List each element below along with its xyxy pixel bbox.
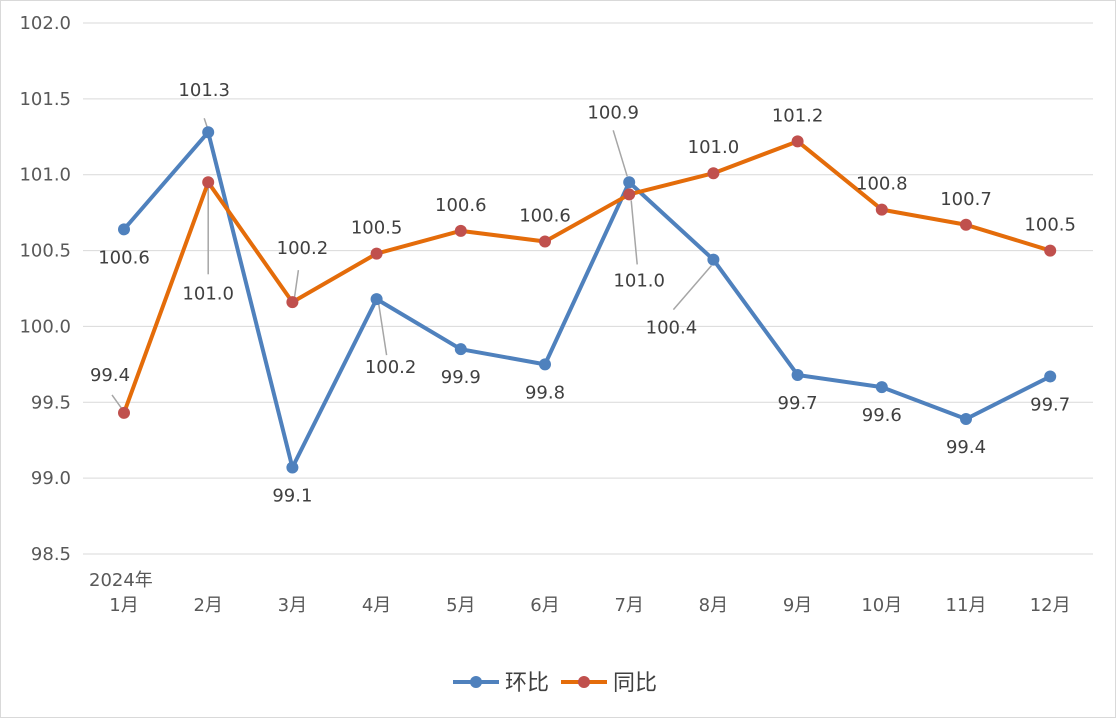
data-label: 101.0 [613, 270, 665, 291]
x-tick-label: 8月 [699, 595, 728, 616]
legend: 环比 同比 [453, 671, 657, 696]
x-tick-label: 10月 [861, 595, 902, 616]
data-point [454, 224, 467, 237]
data-point [539, 358, 551, 371]
data-point [875, 203, 888, 216]
data-point [1044, 244, 1057, 257]
y-tick-label: 98.5 [31, 544, 71, 565]
data-label: 99.4 [90, 365, 130, 386]
y-tick-label: 100.5 [19, 241, 71, 262]
data-point [286, 461, 299, 474]
data-label: 100.7 [940, 189, 992, 210]
label-leader-line [672, 265, 712, 311]
data-label: 99.1 [272, 486, 312, 507]
data-point [370, 247, 383, 260]
label-leader-line [630, 200, 638, 265]
x-tick-label: 11月 [946, 595, 987, 616]
x-tick-label: 2月 [193, 595, 222, 616]
label-leader-line [111, 394, 123, 410]
series-lines [122, 130, 1052, 470]
data-point [623, 188, 636, 201]
data-label: 99.4 [946, 437, 986, 458]
label-leader-line [377, 303, 388, 356]
x-tick-label: 4月 [362, 595, 391, 616]
data-point [707, 167, 720, 180]
x-tick-label: 1月 [109, 595, 138, 616]
series-markers [118, 126, 1057, 474]
y-tick-label: 101.5 [19, 89, 71, 110]
x-tick-label: 3月 [278, 595, 307, 616]
data-point [960, 412, 972, 425]
data-point [202, 176, 215, 189]
data-labels: 100.6 101.3 99.1 100.2 99.9 99.8 100.9 100.4 99.… [90, 80, 1076, 506]
data-point [370, 293, 383, 306]
data-label: 100.5 [351, 218, 403, 239]
data-point [707, 253, 720, 266]
x-tick-label: 6月 [530, 595, 559, 616]
gridlines [83, 22, 1093, 555]
data-label: 100.9 [587, 102, 639, 123]
label-leader-line [612, 130, 628, 177]
data-label: 100.2 [365, 357, 417, 378]
data-label: 101.2 [772, 105, 824, 126]
data-label: 100.6 [519, 205, 571, 226]
data-label: 101.3 [178, 80, 230, 101]
data-point [286, 296, 299, 309]
x-tick-label: 7月 [614, 595, 643, 616]
y-tick-label: 101.0 [19, 165, 71, 186]
y-tick-label: 99.5 [31, 392, 71, 413]
data-label: 99.6 [862, 405, 902, 426]
data-label: 100.5 [1024, 215, 1076, 236]
x-axis-ticks: 2024年 1月 2月 3月 4月 5月 6月 7月 8月 9月 10月 11月 12月 [89, 570, 1071, 616]
label-leader-lines [111, 117, 712, 410]
data-point [791, 368, 804, 381]
data-point [1044, 370, 1057, 383]
data-point [960, 218, 972, 231]
label-leader-line [293, 270, 300, 299]
x-category-year-label: 2024年 [89, 570, 153, 591]
legend-entry-label: 同比 [613, 671, 657, 696]
data-label: 99.7 [1030, 394, 1070, 415]
data-point [875, 381, 888, 394]
y-tick-label: 100.0 [19, 316, 71, 337]
data-label: 100.6 [435, 195, 487, 216]
data-label: 100.8 [856, 174, 908, 195]
data-label: 100.2 [277, 238, 329, 259]
legend-entry-label: 环比 [505, 671, 549, 696]
data-point [118, 406, 130, 419]
data-point [791, 135, 804, 148]
data-label: 99.9 [441, 367, 481, 388]
series-line-1 [122, 130, 1052, 470]
data-point [202, 126, 215, 139]
y-axis-ticks: 98.5 99.0 99.5 100.0 100.5 101.0 101.5 102.0 [19, 13, 71, 565]
x-tick-label: 12月 [1030, 595, 1071, 616]
legend-swatch-marker [470, 676, 482, 688]
x-tick-label: 9月 [783, 595, 812, 616]
data-label: 100.4 [646, 318, 698, 339]
legend-swatch-marker [578, 676, 590, 688]
data-label: 101.0 [688, 137, 740, 158]
data-label: 100.6 [98, 247, 150, 268]
data-label: 101.0 [182, 283, 234, 304]
data-point [118, 223, 130, 236]
data-point [454, 343, 467, 356]
data-point [539, 235, 551, 248]
data-label: 99.7 [778, 393, 818, 414]
x-tick-label: 5月 [446, 595, 475, 616]
y-tick-label: 99.0 [31, 468, 71, 489]
data-label: 99.8 [525, 382, 565, 403]
series-line-2 [122, 139, 1051, 414]
y-tick-label: 102.0 [19, 13, 71, 34]
data-point [623, 176, 636, 189]
